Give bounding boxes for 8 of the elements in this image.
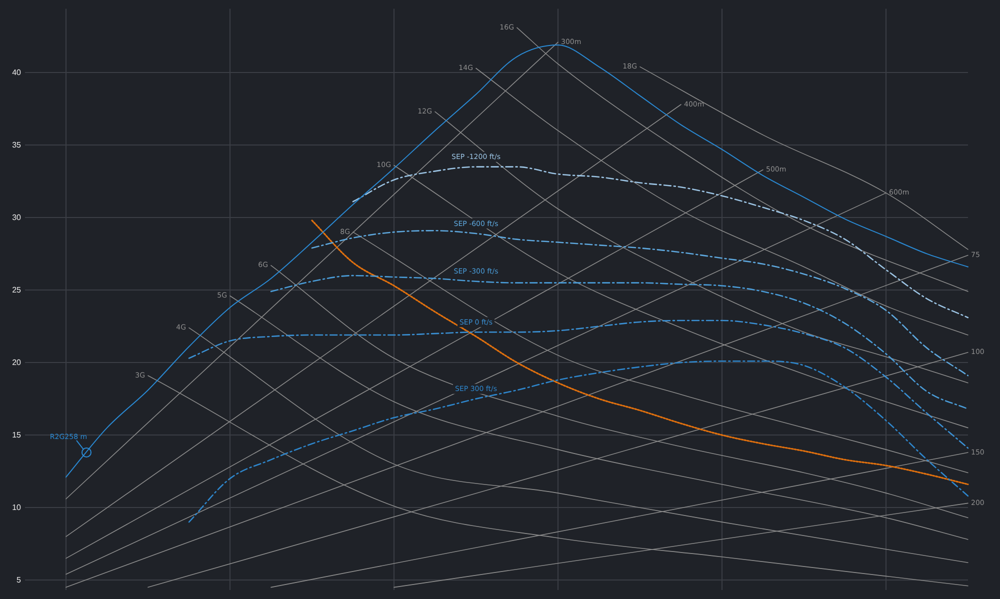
y-tick-label: 5 — [16, 575, 22, 584]
y-tick-label: 35 — [12, 140, 22, 150]
y-tick-label: 15 — [12, 430, 22, 440]
y-tick-label: 30 — [12, 212, 22, 222]
y-tick-label: 25 — [12, 285, 22, 294]
y-tick-label: 40 — [12, 68, 22, 77]
y-tick-label: 10 — [12, 502, 22, 512]
y-tick-label: 20 — [12, 358, 22, 367]
